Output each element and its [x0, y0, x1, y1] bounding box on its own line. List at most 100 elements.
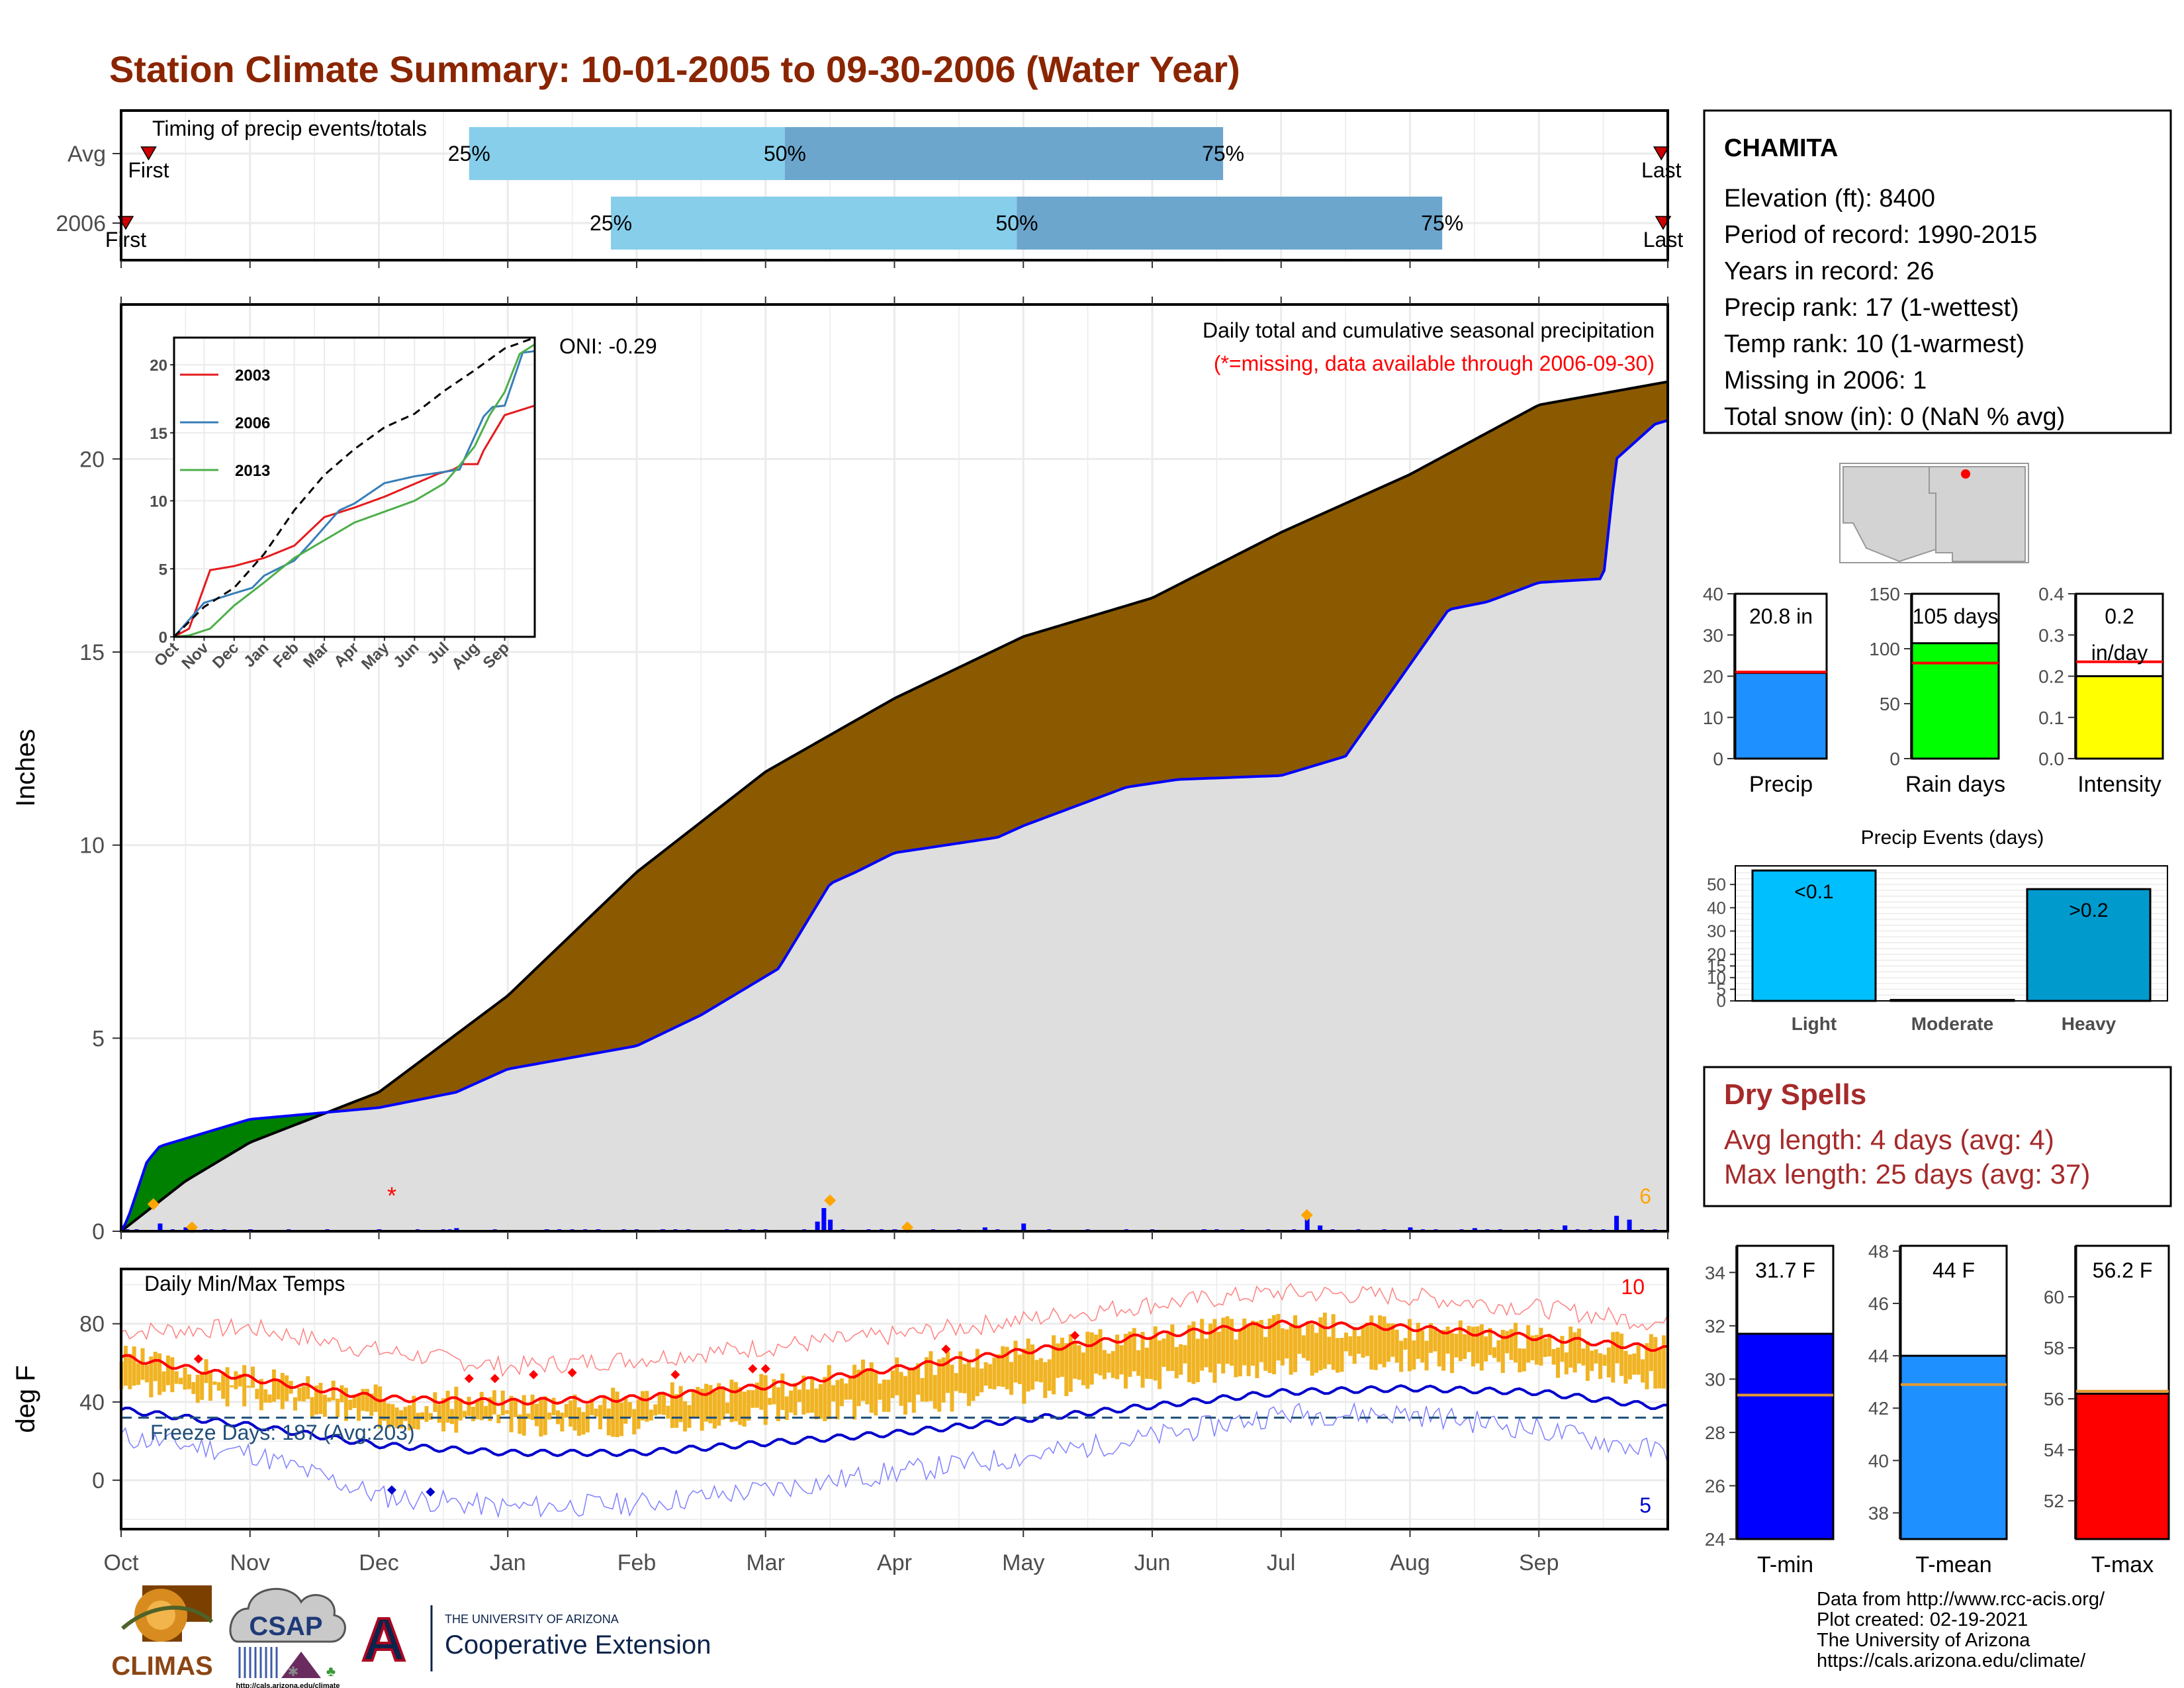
daily-temp-bar	[860, 1359, 865, 1401]
daily-temp-bar	[1119, 1345, 1124, 1375]
daily-temp-bar	[674, 1394, 679, 1428]
daily-temp-bar	[1445, 1327, 1450, 1354]
daily-temp-bar	[627, 1402, 632, 1417]
daily-temp-bar	[242, 1365, 247, 1407]
daily-precip-bar	[1627, 1219, 1632, 1231]
daily-temp-bar	[1255, 1321, 1259, 1378]
value-label: 105 days	[1913, 604, 1999, 628]
y-tick-label: 20	[79, 447, 105, 472]
daily-temp-bar	[390, 1404, 395, 1427]
daily-temp-bar	[1022, 1348, 1026, 1404]
daily-precip-bar	[1304, 1217, 1310, 1231]
station-info-line: Missing in 2006: 1	[1724, 367, 1927, 395]
daily-temp-bar	[983, 1362, 988, 1386]
value-bar	[2075, 675, 2164, 760]
daily-temp-bar	[657, 1393, 662, 1415]
daily-temp-bar	[776, 1387, 780, 1421]
daily-temp-bar	[662, 1392, 666, 1415]
y-tick-label: 0	[1889, 749, 1900, 769]
daily-temp-bar	[221, 1372, 226, 1399]
daily-precip-bar	[1021, 1223, 1026, 1231]
y-tick-label: 0.2	[2038, 667, 2064, 687]
daily-temp-bar	[572, 1394, 577, 1431]
daily-temp-bar	[1412, 1340, 1416, 1370]
daily-temp-bar	[191, 1382, 196, 1394]
daily-temp-bar	[1230, 1319, 1234, 1366]
daily-temp-bar	[1585, 1340, 1590, 1381]
daily-temp-bar	[606, 1408, 611, 1436]
daily-temp-bar	[1077, 1345, 1081, 1380]
record-high-marker	[760, 1364, 770, 1374]
daily-precip-bar	[828, 1219, 833, 1231]
daily-temp-bar	[238, 1374, 242, 1387]
daily-temp-bar	[234, 1371, 238, 1389]
daily-temp-bar	[1357, 1336, 1361, 1354]
daily-temp-bar	[208, 1370, 212, 1401]
daily-temp-bar	[1556, 1347, 1561, 1378]
event-bar-light	[1751, 869, 1877, 1002]
daily-temp-bar	[547, 1412, 552, 1420]
y-tick-label: 0.0	[2038, 749, 2064, 769]
daily-temp-bar	[271, 1369, 276, 1402]
daily-temp-bar	[467, 1397, 471, 1416]
daily-temp-bar	[946, 1350, 950, 1393]
daily-temp-bar	[1030, 1344, 1035, 1390]
cumulative-precip-panel: 0 5 10 15 20 Inches * 6 Daily total and cumulati…	[11, 297, 1669, 1244]
timing-bar-q3	[784, 127, 1224, 180]
daily-temp-bar	[882, 1380, 886, 1412]
daily-precip-bar	[1472, 1228, 1477, 1231]
timing-label-25: 25%	[590, 211, 632, 235]
daily-temps-panel: 0 40 80 deg F Daily Min/Max Temps Freeze Days…	[11, 1268, 1669, 1530]
csap-url: http://cals.arizona.edu/climate	[236, 1682, 340, 1688]
daily-temp-bar	[1433, 1327, 1437, 1352]
daily-temp-bar	[1195, 1338, 1200, 1383]
daily-temp-bar	[1327, 1336, 1332, 1365]
daily-precip-bar	[982, 1227, 987, 1231]
y-tick-label: 0	[1713, 749, 1723, 769]
station-location-marker	[1961, 469, 1970, 479]
daily-temp-bar	[848, 1377, 852, 1400]
value-label: 20.8 in	[1749, 604, 1813, 628]
daily-temp-bar	[1463, 1334, 1467, 1359]
oni-label: ONI: -0.29	[559, 334, 657, 358]
daily-temp-bar	[967, 1361, 972, 1406]
month-label: Jan	[490, 1550, 526, 1575]
y-tick-label: 20	[1703, 667, 1723, 687]
daily-temp-bar	[484, 1405, 488, 1417]
daily-temp-bar	[475, 1401, 480, 1420]
daily-temp-bar	[1056, 1343, 1060, 1378]
station-info-line: Elevation (ft): 8400	[1724, 185, 1935, 212]
daily-temp-bar	[733, 1382, 738, 1422]
y-tick-label: 10	[1703, 708, 1723, 728]
bar-category-label: Rain days	[1905, 772, 2005, 797]
y-tick-label: 0.3	[2038, 625, 2064, 645]
daily-temp-bar	[1386, 1323, 1390, 1362]
daily-temp-bar	[144, 1365, 149, 1383]
ua-letter: A	[362, 1606, 406, 1673]
daily-temp-bar	[361, 1389, 365, 1411]
station-name: CHAMITA	[1724, 134, 1838, 162]
daily-temp-bar	[441, 1398, 446, 1432]
daily-temp-bar	[187, 1374, 191, 1389]
y-tick-label: 28	[1705, 1423, 1725, 1443]
daily-temp-bar	[327, 1397, 332, 1402]
month-label: Aug	[1390, 1550, 1430, 1575]
y-tick-label: 150	[1869, 584, 1900, 604]
daily-temp-bar	[179, 1378, 183, 1385]
daily-temp-bar	[365, 1389, 369, 1412]
daily-temp-bar	[1242, 1318, 1247, 1366]
daily-temp-bar	[280, 1373, 285, 1409]
daily-temp-bar	[1026, 1338, 1030, 1392]
daily-temp-bar	[1179, 1344, 1183, 1375]
daily-temp-bar	[463, 1411, 467, 1418]
daily-temp-bar	[259, 1379, 263, 1411]
daily-temp-bar	[590, 1399, 594, 1415]
daily-temp-bar	[1535, 1335, 1539, 1365]
daily-precip-bar	[1318, 1225, 1323, 1231]
daily-temp-bar	[1471, 1327, 1475, 1367]
timing-label-75: 75%	[1421, 211, 1463, 235]
daily-temp-bar	[1085, 1331, 1090, 1389]
daily-temp-bar	[1001, 1346, 1005, 1387]
first-label: First	[105, 228, 146, 252]
